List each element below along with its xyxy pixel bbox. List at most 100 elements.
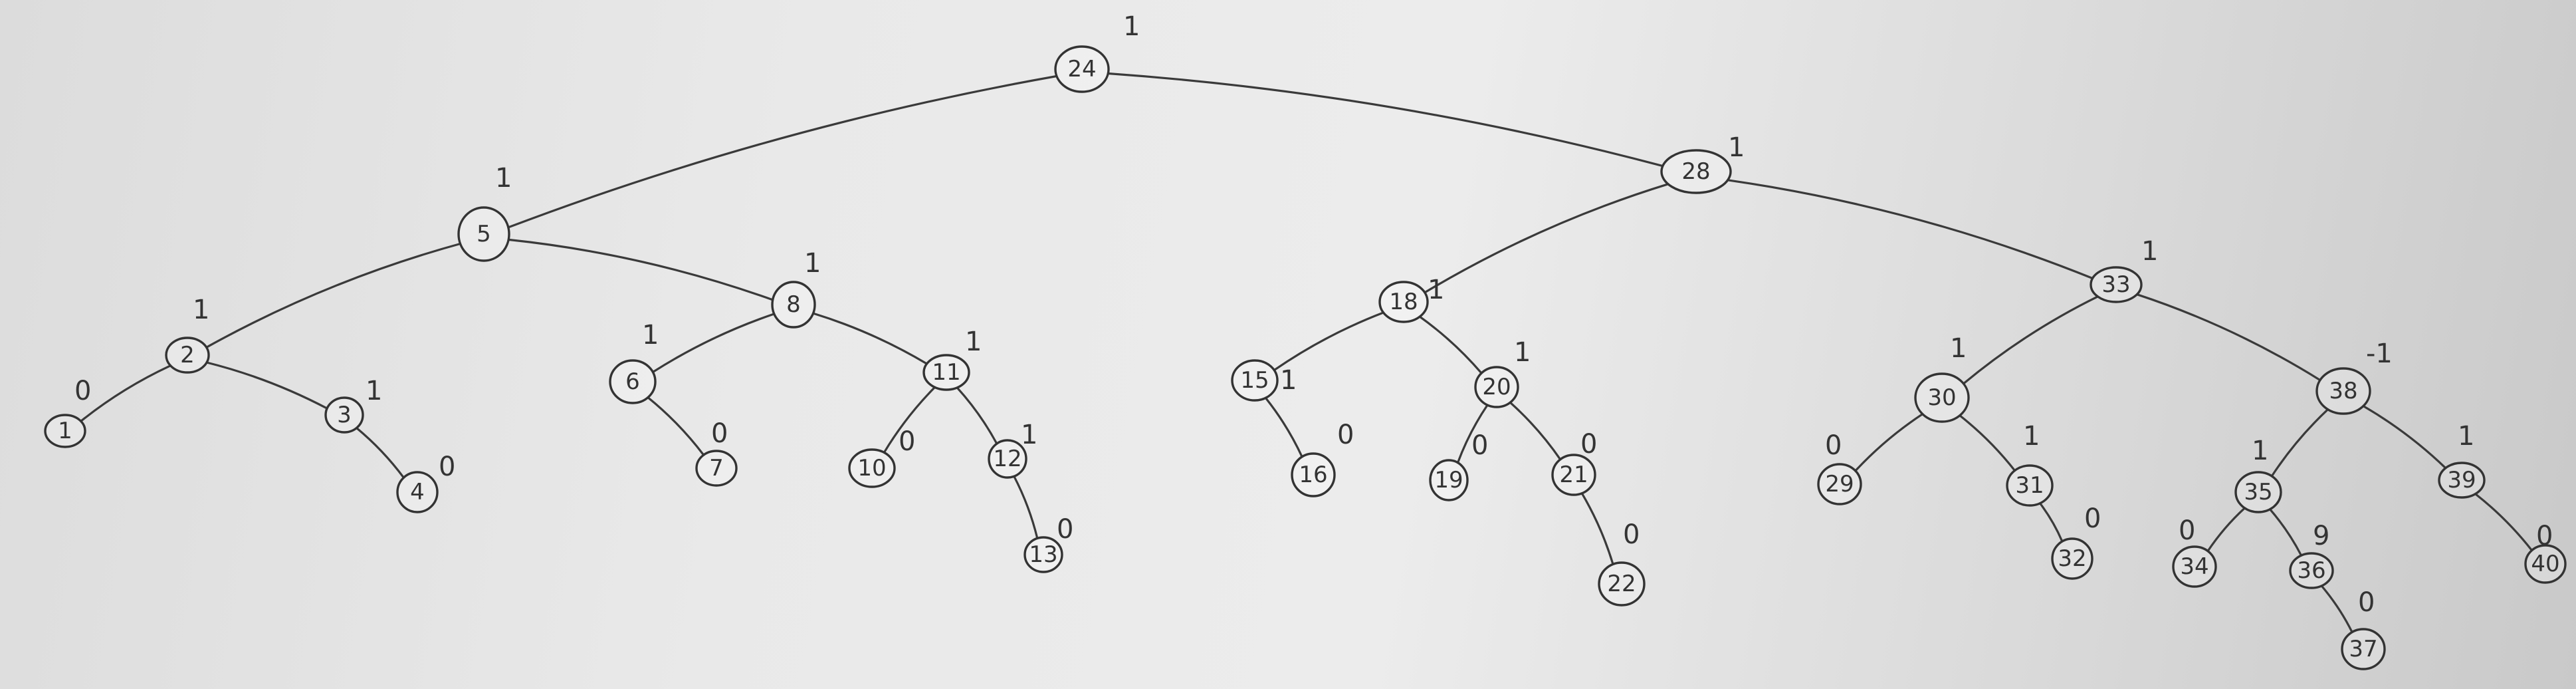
tree-node-36: 369 xyxy=(2289,521,2334,589)
tree-node-30: 30 1 xyxy=(1914,333,1970,423)
node-circle xyxy=(1817,463,1862,505)
tree-node-7: 70 xyxy=(695,418,738,487)
tree-node-16: 16 0 xyxy=(1291,420,1354,497)
node-circle xyxy=(922,354,970,391)
tree-node-37: 37 0 xyxy=(2341,587,2386,670)
edge-n35-n36 xyxy=(2268,508,2303,557)
tree-node-1: 10 xyxy=(44,376,91,448)
edge-n2-n3 xyxy=(205,361,328,410)
tree-node-40: 400 xyxy=(2524,521,2567,584)
tree-node-21: 210 xyxy=(1551,429,1597,496)
node-key-label: 36 xyxy=(2297,557,2325,584)
balance-factor-label: 1 xyxy=(965,327,982,357)
balance-factor-label: 0 xyxy=(1623,519,1640,550)
edge-n38-n39 xyxy=(2362,404,2447,470)
tree-node-33: 33 1 xyxy=(2090,236,2158,303)
node-key-label: 31 xyxy=(2015,472,2044,499)
node-key-label: 38 xyxy=(2329,378,2357,404)
balance-factor-label: 0 xyxy=(1337,420,1354,450)
node-key-label: 19 xyxy=(1434,467,1463,493)
edge-n18-n15 xyxy=(1273,311,1385,372)
node-circle xyxy=(44,414,86,448)
node-key-label: 29 xyxy=(1825,471,1854,497)
edge-n2-n1 xyxy=(80,364,172,422)
tree-node-11: 111 xyxy=(922,327,982,391)
node-key-label: 7 xyxy=(709,455,724,482)
node-circle xyxy=(2051,537,2093,580)
node-circle xyxy=(1054,45,1110,93)
tree-node-5: 51 xyxy=(457,163,512,262)
node-circle xyxy=(695,450,738,487)
balance-factor-label: 0 xyxy=(1825,430,1842,461)
node-circle xyxy=(2172,545,2217,588)
tree-node-4: 40 xyxy=(396,452,455,513)
balance-factor-label: 1 xyxy=(1514,337,1531,368)
balance-factor-label: 9 xyxy=(2313,521,2329,551)
node-circle xyxy=(609,359,657,404)
node-key-label: 12 xyxy=(993,446,1021,472)
node-circle xyxy=(2234,471,2282,513)
edge-n24-n5 xyxy=(507,74,1058,229)
edge-n24-n28 xyxy=(1107,72,1664,168)
edge-n33-n38 xyxy=(2135,293,2321,382)
node-key-label: 6 xyxy=(625,368,640,395)
tree-node-19: 19 0 xyxy=(1429,430,1488,501)
tree-node-24: 24 1 xyxy=(1054,11,1140,93)
balance-factor-label: 1 xyxy=(2252,436,2268,466)
node-circle xyxy=(2006,464,2054,507)
node-key-label: 10 xyxy=(857,455,886,482)
balance-factor-label: 0 xyxy=(1057,514,1073,545)
node-circle xyxy=(2341,628,2386,670)
node-circle xyxy=(771,281,816,329)
node-circle xyxy=(457,206,510,262)
node-key-label: 22 xyxy=(1607,571,1636,597)
balance-factor-label: 0 xyxy=(2358,587,2375,618)
node-circle xyxy=(848,448,896,488)
edge-n20-n21 xyxy=(1509,401,1562,461)
node-key-label: 33 xyxy=(2101,271,2130,298)
balance-factor-label: 0 xyxy=(899,426,915,457)
node-circle xyxy=(2524,544,2567,584)
node-key-label: 11 xyxy=(932,359,960,386)
node-circle xyxy=(396,471,439,513)
edge-n15-n16 xyxy=(1264,396,1303,458)
tree-node-20: 201 xyxy=(1474,337,1531,408)
tree-node-35: 35 1 xyxy=(2234,436,2282,513)
balance-factor-label: 1 xyxy=(495,163,512,194)
node-circle xyxy=(1378,281,1429,323)
node-circle xyxy=(2438,462,2486,499)
node-key-label: 35 xyxy=(2244,479,2272,505)
balance-factor-label: 1 xyxy=(2458,421,2474,452)
node-key-label: 18 xyxy=(1389,289,1418,315)
edge-n6-n7 xyxy=(647,396,705,456)
edge-n20-n19 xyxy=(1456,404,1489,464)
node-circle xyxy=(1291,452,1336,497)
node-key-label: 24 xyxy=(1067,56,1096,82)
tree-node-38: 38 -1 xyxy=(2315,339,2393,415)
node-circle xyxy=(2289,552,2334,589)
node-circle xyxy=(165,337,210,374)
balance-factor-label: 1 xyxy=(804,248,821,279)
node-key-label: 37 xyxy=(2349,636,2377,662)
tree-node-15: 15 1 xyxy=(1231,359,1297,402)
node-circle xyxy=(988,439,1027,479)
balance-factor-label: 0 xyxy=(74,376,91,406)
node-circle xyxy=(1429,459,1469,501)
node-key-label: 13 xyxy=(1029,541,1057,568)
balance-factor-label: 0 xyxy=(711,418,728,449)
edge-n33-n30 xyxy=(1962,295,2099,385)
tree-node-3: 31 xyxy=(324,376,382,434)
balance-factor-label: 0 xyxy=(2536,521,2553,551)
node-circle xyxy=(2315,367,2371,415)
node-key-label: 8 xyxy=(786,291,801,318)
edge-n11-n10 xyxy=(883,386,936,454)
tree-node-18: 18 1 xyxy=(1378,275,1444,323)
tree-node-13: 130 xyxy=(1023,514,1073,573)
tree-node-39: 39 1 xyxy=(2438,421,2486,499)
edge-n39-n40 xyxy=(2474,493,2533,552)
node-key-label: 39 xyxy=(2447,467,2476,493)
edge-layer xyxy=(80,72,2533,634)
node-key-label: 1 xyxy=(58,418,72,444)
node-key-label: 28 xyxy=(1681,158,1710,185)
